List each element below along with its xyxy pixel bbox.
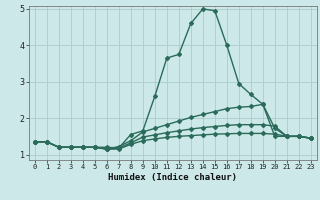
X-axis label: Humidex (Indice chaleur): Humidex (Indice chaleur) — [108, 173, 237, 182]
